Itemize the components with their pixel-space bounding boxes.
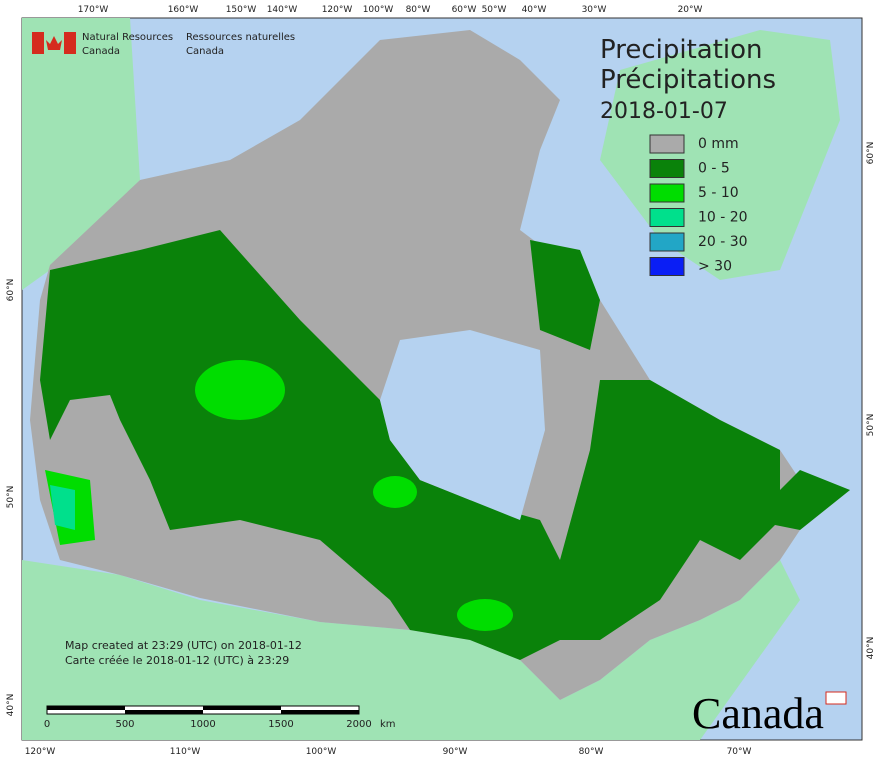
scale-label: 0 — [44, 719, 50, 730]
legend-label: 10 - 20 — [698, 210, 748, 226]
legend-swatch — [649, 183, 685, 203]
agency-fr: Ressources naturelles — [186, 32, 295, 43]
agency-en: Natural Resources — [82, 32, 173, 43]
graticule-label: 60°N — [866, 142, 876, 165]
legend-swatch — [649, 159, 685, 178]
scale-label: 1000 — [190, 719, 215, 730]
graticule-label: 110°W — [170, 747, 201, 757]
scale-label: 1500 — [268, 719, 293, 730]
graticule-label: 100°W — [363, 5, 394, 15]
legend-label: > 30 — [698, 259, 732, 275]
legend-label: 20 - 30 — [698, 234, 748, 250]
land — [22, 18, 850, 740]
scale-unit: km — [380, 719, 396, 730]
graticule-label: 160°W — [168, 5, 199, 15]
legend-swatch — [649, 134, 685, 154]
agency-en: Canada — [82, 46, 120, 57]
graticule-label: 30°W — [582, 5, 607, 15]
legend-label: 0 - 5 — [698, 161, 730, 177]
scale-labels: 0 500 1000 1500 2000 km — [44, 719, 396, 730]
graticule-label: 80°W — [406, 5, 431, 15]
title-fr: Précipitations — [600, 65, 776, 95]
graticule-label: 50°W — [482, 5, 507, 15]
scale-bar — [46, 705, 360, 715]
graticule-label: 120°W — [25, 747, 56, 757]
graticule-label: 40°W — [522, 5, 547, 15]
graticule-label: 120°W — [322, 5, 353, 15]
legend-swatch — [649, 232, 685, 252]
graticule-label: 40°N — [6, 694, 16, 717]
graticule-label: 60°N — [6, 279, 16, 302]
graticule-label: 20°W — [678, 5, 703, 15]
title-en: Precipitation — [600, 35, 763, 65]
graticule-label: 50°N — [866, 414, 876, 437]
graticule-label: 70°W — [727, 747, 752, 757]
graticule-label: 50°N — [6, 486, 16, 509]
legend-swatch — [649, 208, 685, 227]
footer-en: Map created at 23:29 (UTC) on 2018-01-12 — [65, 639, 302, 652]
graticule-label: 80°W — [579, 747, 604, 757]
legend: 0 mm 0 - 5 5 - 10 10 - 20 20 - 30 > 30 — [649, 134, 748, 276]
legend-label: 5 - 10 — [698, 185, 739, 201]
legend-swatch — [649, 257, 685, 276]
wordmark: Canada — [692, 689, 824, 738]
footer-fr: Carte créée le 2018-01-12 (UTC) à 23:29 — [65, 654, 289, 667]
scale-label: 2000 — [346, 719, 371, 730]
graticule-label: 100°W — [306, 747, 337, 757]
scale-label: 500 — [115, 719, 134, 730]
graticule: 170°W 160°W 150°W 140°W 120°W 100°W 80°W 60°W 50… — [6, 5, 876, 757]
graticule-label: 170°W — [78, 5, 109, 15]
title-date: 2018-01-07 — [600, 99, 728, 124]
graticule-label: 40°N — [866, 637, 876, 660]
graticule-label: 60°W — [452, 5, 477, 15]
agency-fr: Canada — [186, 46, 224, 57]
graticule-label: 150°W — [226, 5, 257, 15]
graticule-label: 90°W — [443, 747, 468, 757]
graticule-label: 140°W — [267, 5, 298, 15]
legend-label: 0 mm — [698, 136, 739, 152]
